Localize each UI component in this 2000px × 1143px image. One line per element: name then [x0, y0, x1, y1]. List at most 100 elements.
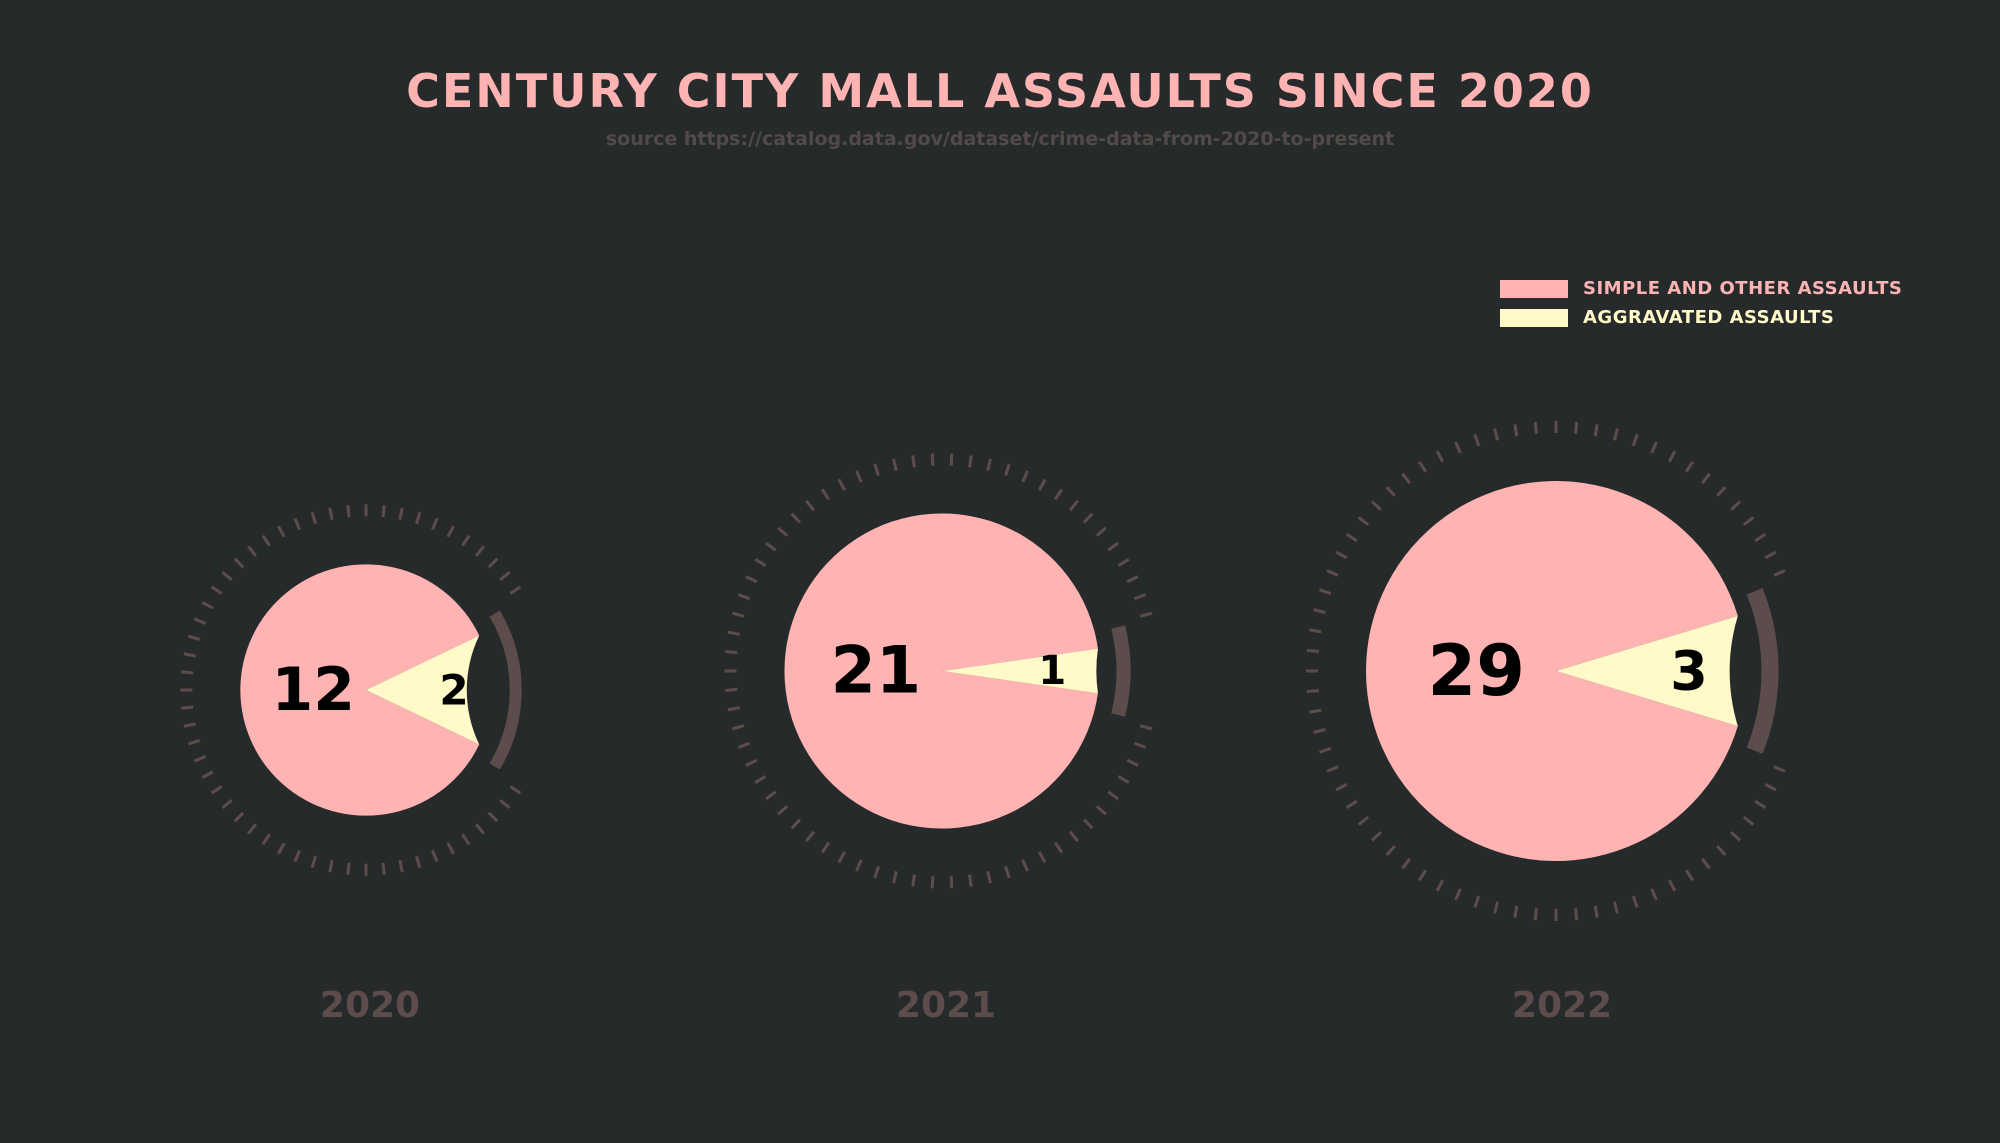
tick-mark-2022 [1319, 746, 1332, 754]
tick-mark-2020 [431, 517, 439, 531]
tick-mark-2020 [475, 545, 485, 557]
tick-mark-2020 [509, 585, 522, 595]
tick-mark-2020 [509, 785, 522, 795]
tick-mark-2022 [1684, 869, 1694, 882]
tick-mark-2022 [1319, 588, 1332, 596]
tick-mark-2022 [1473, 895, 1481, 908]
tick-mark-2022 [1335, 782, 1348, 792]
tick-mark-2020 [310, 511, 318, 525]
tick-mark-2020 [193, 617, 207, 625]
tick-mark-2021 [911, 455, 916, 468]
legend-item-aggravated: AGGRAVATED ASSAULTS [1500, 303, 1902, 332]
tick-mark-2022 [1371, 500, 1382, 511]
tick-mark-2022 [1435, 879, 1445, 892]
tick-mark-2020 [328, 860, 334, 873]
tick-mark-2021 [1095, 805, 1107, 816]
tick-mark-2020 [446, 525, 455, 538]
chart-subtitle: source https://catalog.data.gov/dataset/… [605, 128, 1395, 150]
chart-title: CENTURY CITY MALL ASSAULTS SINCE 2020 [406, 64, 1594, 118]
tick-mark-2021 [820, 841, 831, 854]
tick-mark-2020 [475, 823, 485, 835]
tick-mark-2021 [727, 706, 741, 712]
tick-mark-2022 [1533, 908, 1538, 921]
pie-slice-simple-2020 [240, 564, 480, 816]
tick-mark-2021 [892, 871, 898, 884]
tick-mark-2022 [1742, 516, 1755, 527]
tick-mark-2021 [968, 455, 973, 468]
year-label-2022: 2022 [1512, 985, 1612, 1026]
tick-mark-2022 [1631, 434, 1639, 447]
legend-label-aggravated: AGGRAVATED ASSAULTS [1583, 307, 1835, 328]
tick-mark-2020 [398, 507, 404, 520]
tick-mark-2020 [461, 534, 471, 547]
tick-mark-2021 [727, 630, 741, 636]
tick-mark-2022 [1418, 460, 1428, 473]
tick-mark-2021 [820, 488, 831, 501]
tick-mark-2021 [873, 463, 880, 476]
tick-mark-2021 [1133, 593, 1147, 601]
tick-mark-2022 [1684, 460, 1694, 473]
tick-mark-2021 [1038, 851, 1047, 864]
tick-mark-2020 [233, 557, 245, 569]
legend-swatch-simple [1500, 279, 1568, 298]
tick-mark-2022 [1764, 782, 1777, 792]
tick-mark-2022 [1357, 815, 1370, 826]
tick-mark-2021 [777, 526, 789, 537]
tick-mark-2020 [414, 855, 422, 869]
tick-mark-2021 [1004, 866, 1011, 879]
tick-mark-2021 [805, 830, 816, 843]
tick-mark-2022 [1533, 421, 1538, 434]
tick-mark-2022 [1326, 765, 1339, 773]
tick-mark-2021 [1095, 526, 1107, 537]
tick-mark-2021 [873, 866, 880, 879]
tick-mark-2022 [1371, 831, 1382, 842]
tick-mark-2021 [1139, 611, 1153, 618]
tick-mark-2021 [790, 512, 802, 524]
tick-mark-2022 [1574, 908, 1579, 921]
tick-mark-2020 [210, 785, 223, 795]
tick-mark-2022 [1385, 486, 1396, 497]
tick-mark-2022 [1700, 857, 1711, 870]
ring-arc-2020 [489, 610, 522, 770]
data-label-simple-2021: 21 [831, 634, 921, 709]
tick-mark-2022 [1385, 845, 1396, 856]
tick-mark-2020 [461, 833, 471, 846]
tick-mark-2020 [193, 755, 207, 763]
tick-mark-2022 [1754, 799, 1767, 809]
tick-mark-2021 [930, 453, 935, 466]
tick-mark-2022 [1716, 845, 1727, 856]
tick-mark-2021 [949, 876, 954, 889]
tick-mark-2022 [1357, 516, 1370, 527]
tick-mark-2022 [1612, 901, 1619, 914]
tick-mark-2022 [1401, 857, 1412, 870]
pie-slice-aggravated-2021 [942, 648, 1098, 694]
tick-mark-2021 [765, 541, 777, 552]
legend-label-simple: SIMPLE AND OTHER ASSAULTS [1583, 278, 1903, 299]
tick-mark-2020 [414, 511, 422, 525]
tick-mark-2022 [1667, 450, 1677, 463]
tick-mark-2021 [837, 851, 846, 864]
tick-mark-2022 [1473, 434, 1481, 447]
tick-mark-2020 [247, 823, 257, 835]
tick-mark-2020 [499, 799, 511, 809]
tick-mark-2022 [1454, 888, 1462, 901]
tick-mark-2022 [1730, 500, 1741, 511]
tick-mark-2021 [1117, 775, 1130, 784]
tick-mark-2022 [1326, 569, 1339, 577]
tick-mark-2021 [805, 499, 816, 512]
tick-mark-2022 [1700, 472, 1711, 485]
tick-mark-2021 [892, 458, 898, 471]
tick-mark-2021 [968, 874, 973, 887]
tick-mark-2022 [1773, 765, 1786, 773]
tick-mark-2022 [1306, 648, 1319, 653]
tick-mark-2022 [1650, 441, 1658, 454]
tick-mark-2020 [277, 842, 286, 855]
tick-mark-2022 [1513, 424, 1519, 437]
pie-slice-simple-2022 [1365, 481, 1738, 861]
tick-mark-2021 [930, 876, 935, 889]
tick-mark-2022 [1454, 441, 1462, 454]
tick-mark-2021 [754, 775, 767, 784]
tick-mark-2021 [765, 790, 777, 801]
tick-mark-2021 [986, 871, 992, 884]
